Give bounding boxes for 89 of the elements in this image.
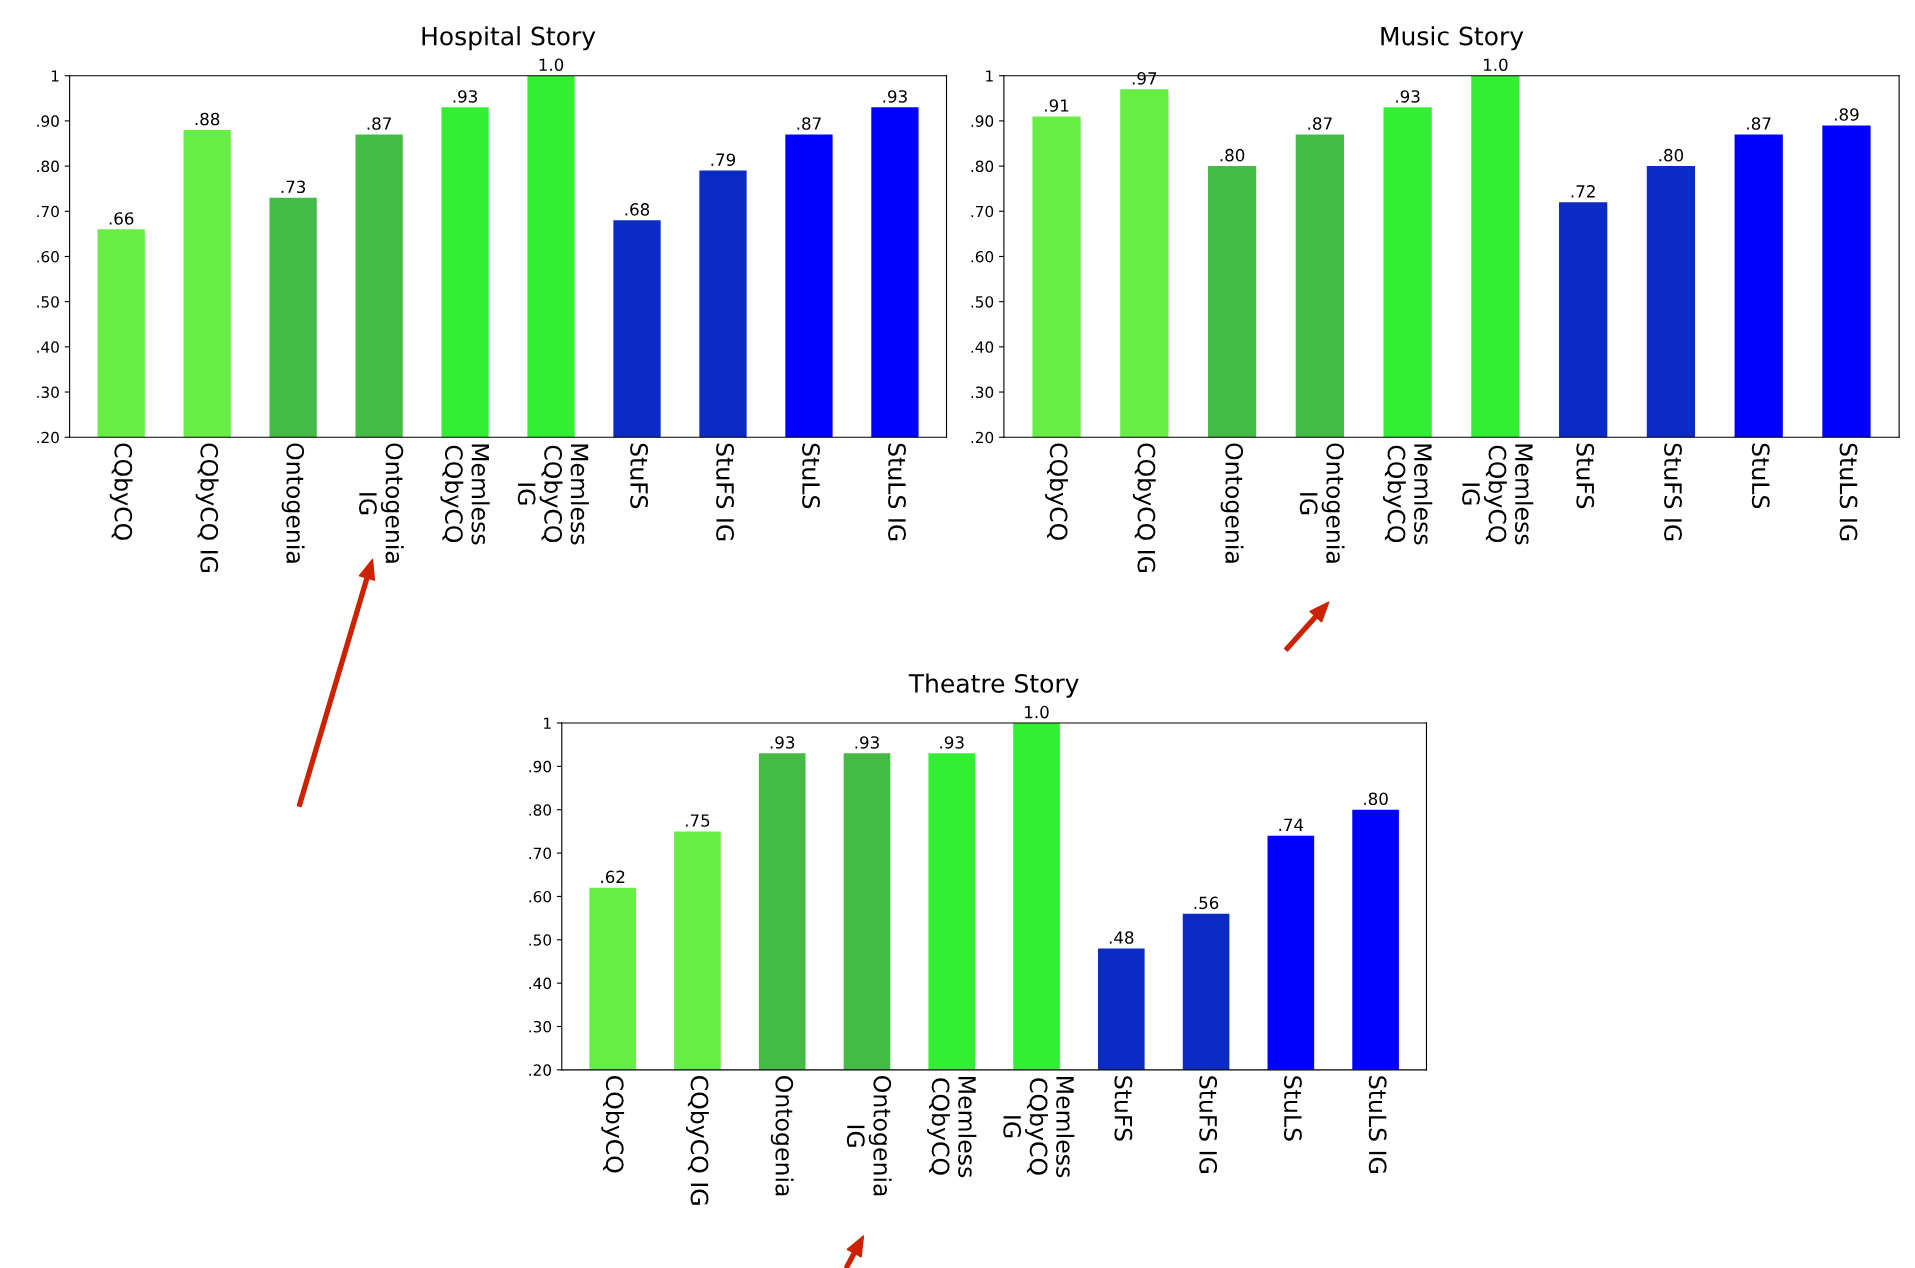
x-tick-label: Memless CQbyCQ xyxy=(1382,444,1433,545)
data-label: .79 xyxy=(711,153,736,166)
x-tick-label: Ontogenia IG xyxy=(846,1076,892,1196)
data-label: 1.0 xyxy=(1483,58,1508,72)
x-tick-label: Memless CQbyCQ xyxy=(927,1077,977,1178)
x-tick-label: Memless CQbyCQ IG xyxy=(1462,444,1534,545)
x-tick-label: Ontogenia xyxy=(1220,443,1244,563)
y-tick-label: .80 xyxy=(37,160,59,173)
data-label: .74 xyxy=(1279,818,1304,831)
data-label: .80 xyxy=(1659,148,1684,162)
y-tick-label: .80 xyxy=(529,804,552,816)
data-label: .93 xyxy=(770,736,795,749)
x-tick-label: Memless CQbyCQ IG xyxy=(517,444,589,545)
y-tick-label: .30 xyxy=(971,386,994,399)
data-label: .89 xyxy=(1834,108,1859,121)
x-tick-label: Memless CQbyCQ IG xyxy=(1003,1077,1075,1178)
data-label: .80 xyxy=(1364,792,1388,806)
x-tick-label: CQbyCQ xyxy=(109,443,133,540)
data-label: .87 xyxy=(797,117,821,130)
x-tick-label: StuLS IG xyxy=(888,443,906,541)
x-tick-label: StuFS xyxy=(630,443,649,509)
y-tick-label: 1 xyxy=(544,717,551,729)
data-label: 1.0 xyxy=(539,58,564,72)
y-tick-label: .60 xyxy=(971,250,994,263)
y-tick-label: .20 xyxy=(37,431,59,444)
y-tick-label: .60 xyxy=(37,250,59,263)
data-label: 1.0 xyxy=(1025,705,1049,719)
chart-title: Music Story xyxy=(1381,26,1524,51)
x-tick-label: StuFS IG xyxy=(1199,1076,1218,1173)
data-label: .87 xyxy=(1747,117,1771,130)
x-tick-label: StuFS IG xyxy=(1664,443,1682,541)
data-label: .62 xyxy=(601,870,625,884)
y-tick-label: .30 xyxy=(37,386,59,399)
x-tick-label: Ontogenia IG xyxy=(359,443,404,563)
y-tick-label: .40 xyxy=(971,341,994,353)
x-tick-label: StuFS xyxy=(1576,443,1595,509)
y-tick-label: .80 xyxy=(971,160,994,173)
x-tick-label: Ontogenia xyxy=(770,1076,794,1196)
data-label: .68 xyxy=(625,203,650,216)
data-label: .80 xyxy=(1220,148,1245,162)
x-tick-label: CQbyCQ IG xyxy=(195,443,219,573)
y-tick-label: .70 xyxy=(529,847,552,860)
x-tick-label: StuLS xyxy=(802,443,820,509)
y-tick-label: .20 xyxy=(971,431,994,444)
x-tick-label: StuLS IG xyxy=(1368,1076,1387,1173)
x-tick-label: StuLS IG xyxy=(1839,443,1858,541)
y-tick-label: .70 xyxy=(37,205,59,218)
data-label: .66 xyxy=(109,212,134,225)
y-tick-label: 1 xyxy=(51,70,59,82)
data-label: .75 xyxy=(685,814,710,827)
x-tick-label: StuLS xyxy=(1283,1076,1302,1141)
y-tick-label: .50 xyxy=(971,296,994,308)
x-tick-label: StuLS xyxy=(1751,443,1770,509)
x-tick-label: CQbyCQ xyxy=(1045,443,1068,540)
x-tick-label: Ontogenia xyxy=(281,443,305,563)
y-tick-label: .20 xyxy=(529,1064,552,1076)
data-label: .93 xyxy=(855,736,879,749)
x-tick-label: CQbyCQ IG xyxy=(686,1076,709,1205)
data-label: .91 xyxy=(1045,99,1069,112)
y-tick-label: .40 xyxy=(529,977,552,990)
data-label: .48 xyxy=(1109,931,1134,944)
y-tick-label: .70 xyxy=(971,205,994,218)
chart-title: Hospital Story xyxy=(422,26,596,51)
data-label: .56 xyxy=(1194,896,1219,910)
data-label: .87 xyxy=(367,117,391,130)
y-tick-label: .90 xyxy=(37,115,59,127)
x-tick-label: Ontogenia IG xyxy=(1299,443,1345,563)
data-label: .87 xyxy=(1308,117,1332,130)
y-tick-label: .90 xyxy=(529,760,552,773)
y-tick-label: 1 xyxy=(986,70,993,82)
data-label: .72 xyxy=(1571,185,1595,198)
data-label: .93 xyxy=(940,736,964,749)
y-tick-label: .50 xyxy=(37,296,59,308)
data-label: .88 xyxy=(195,112,220,126)
x-tick-label: StuFS xyxy=(1114,1076,1133,1141)
data-label: .73 xyxy=(281,180,306,194)
y-tick-label: .40 xyxy=(37,341,59,353)
data-label: .93 xyxy=(883,90,907,103)
x-tick-label: Memless CQbyCQ xyxy=(440,444,490,545)
x-tick-label: CQbyCQ xyxy=(601,1076,625,1173)
chart-title: Theatre Story xyxy=(908,673,1079,698)
y-tick-label: .30 xyxy=(529,1020,552,1033)
y-tick-label: .50 xyxy=(529,934,552,946)
y-tick-label: .90 xyxy=(971,115,994,127)
x-tick-label: CQbyCQ IG xyxy=(1132,443,1156,573)
y-tick-label: .60 xyxy=(529,890,552,903)
data-label: .93 xyxy=(453,90,477,103)
data-label: .93 xyxy=(1396,90,1420,103)
x-tick-label: StuFS IG xyxy=(716,443,734,541)
